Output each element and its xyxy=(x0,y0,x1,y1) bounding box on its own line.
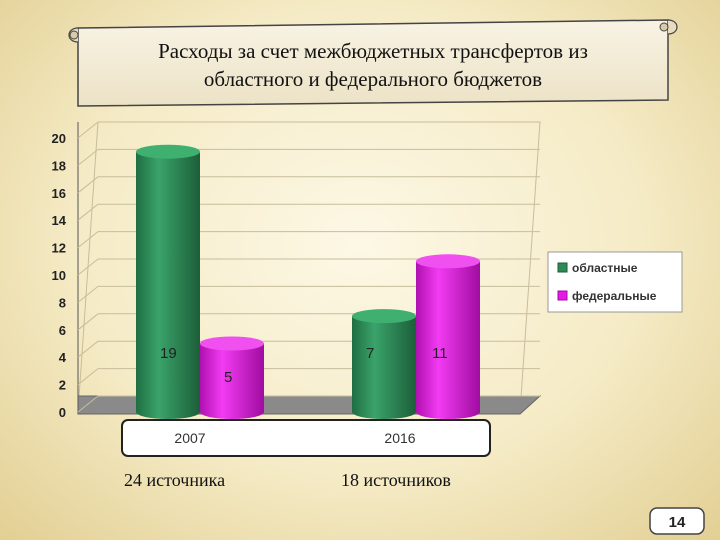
bar-top xyxy=(416,254,480,269)
legend-label-federal: федеральные xyxy=(572,289,657,303)
legend-box xyxy=(547,251,683,313)
gridline-diag xyxy=(77,368,99,385)
bar-top xyxy=(352,309,416,324)
bar-2007-regional xyxy=(136,144,200,419)
y-tick-label: 10 xyxy=(52,268,66,283)
gridline-diag xyxy=(77,176,99,194)
note-2007: 24 источника xyxy=(124,470,225,490)
bar-body xyxy=(136,151,200,419)
legend-swatch-regional xyxy=(557,262,568,273)
gridline-diag xyxy=(77,340,99,358)
bars xyxy=(136,144,480,419)
y-tick-label: 16 xyxy=(52,186,66,201)
y-tick-label: 6 xyxy=(59,323,66,338)
data-label: 11 xyxy=(432,345,448,362)
category-label-2016: 2016 xyxy=(384,430,415,446)
category-label-2007: 2007 xyxy=(174,430,205,446)
plot-area: 0 2 4 6 8 10 12 14 16 18 20 19 5 7 11 xyxy=(52,121,542,420)
category-axis: 2007 2016 xyxy=(121,419,491,457)
y-tick-label: 8 xyxy=(59,295,66,310)
category-box xyxy=(121,419,491,457)
gridline-diag xyxy=(77,149,99,166)
y-tick-labels: 0 2 4 6 8 10 12 14 16 18 20 xyxy=(52,131,67,420)
y-tick-label: 18 xyxy=(52,158,66,173)
bar-top xyxy=(136,144,200,159)
bar-body xyxy=(200,343,264,419)
gridline-diag xyxy=(77,286,99,303)
y-tick-label: 2 xyxy=(59,378,66,393)
y-tick-label: 4 xyxy=(59,350,67,365)
y-tick-label: 12 xyxy=(52,241,66,256)
gridline-diag xyxy=(77,313,99,331)
data-labels: 19 5 7 11 xyxy=(160,345,448,386)
bar-body xyxy=(352,316,416,419)
gridline-diag xyxy=(77,231,99,248)
data-label: 19 xyxy=(160,345,177,362)
page-number: 14 xyxy=(669,514,686,531)
legend: областные федеральные xyxy=(547,251,683,313)
gridline-diag xyxy=(77,395,99,413)
legend-label-regional: областные xyxy=(572,261,638,275)
bar-2007-federal xyxy=(200,336,264,419)
y-tick-label: 14 xyxy=(52,213,67,228)
gridline-diag xyxy=(77,203,99,221)
note-2016: 18 источников xyxy=(341,470,451,490)
y-tick-label: 20 xyxy=(52,131,66,146)
title-line-1: Расходы за счет межбюджетных трансфертов… xyxy=(158,39,588,63)
page-number-badge: 14 xyxy=(649,507,705,535)
title-line-2: областного и федерального бюджетов xyxy=(204,67,542,91)
data-label: 7 xyxy=(366,345,374,362)
gridline-diag xyxy=(77,121,99,139)
gridline-diag xyxy=(77,258,99,276)
legend-swatch-federal xyxy=(557,290,568,301)
bar-top xyxy=(200,336,264,351)
y-tick-label: 0 xyxy=(59,405,66,420)
data-label: 5 xyxy=(224,369,232,386)
bar-2016-regional xyxy=(352,309,416,419)
bar-2016-federal xyxy=(416,254,480,419)
bar-body xyxy=(416,261,480,419)
title-scroll: Расходы за счет межбюджетных трансфертов… xyxy=(68,19,678,107)
